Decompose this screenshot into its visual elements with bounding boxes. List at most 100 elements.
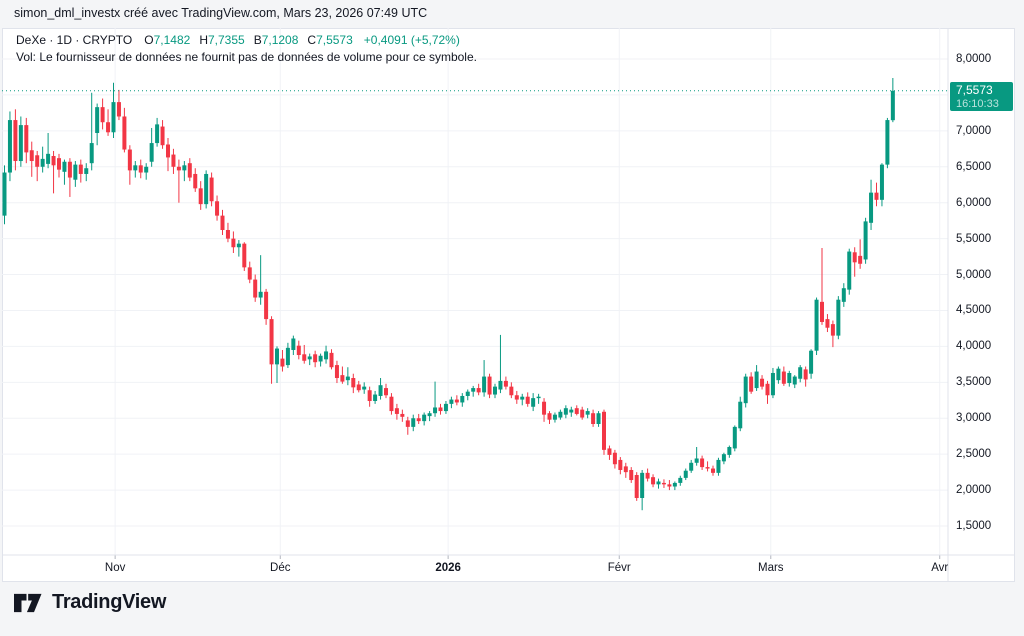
candle xyxy=(62,159,67,185)
candle xyxy=(144,163,149,180)
candle xyxy=(389,393,394,415)
candle xyxy=(193,168,198,192)
candle xyxy=(307,353,312,366)
time-axis-label: Déc xyxy=(270,562,291,574)
candle xyxy=(302,344,307,364)
candle xyxy=(275,346,279,384)
candle xyxy=(367,386,372,407)
candle xyxy=(324,345,329,364)
candle xyxy=(18,116,23,167)
candle xyxy=(84,163,89,182)
price-axis-label: 3,0000 xyxy=(956,412,992,425)
candle xyxy=(721,452,726,465)
candle xyxy=(166,138,170,172)
candle xyxy=(651,474,656,488)
snapshot-attribution: simon_dml_investx créé avec TradingView.… xyxy=(14,6,428,20)
candle xyxy=(879,163,884,207)
candle xyxy=(623,462,628,478)
candle xyxy=(874,182,879,207)
candle xyxy=(269,316,274,384)
candle xyxy=(334,360,339,384)
candle xyxy=(340,366,345,384)
last-price-value: 7,5573 xyxy=(956,83,993,97)
candle xyxy=(416,413,421,424)
candle xyxy=(542,398,547,422)
tradingview-logo-text[interactable]: TradingView xyxy=(52,591,167,613)
candle xyxy=(667,480,672,491)
candle xyxy=(313,350,318,368)
candle xyxy=(111,82,116,139)
candle xyxy=(498,334,503,394)
candle xyxy=(411,414,416,432)
candle xyxy=(405,416,410,435)
candle xyxy=(732,425,737,452)
candle xyxy=(634,472,639,501)
candle xyxy=(760,375,765,390)
candle xyxy=(100,98,105,130)
candle xyxy=(645,468,650,482)
candlestick-series xyxy=(2,78,895,511)
candle xyxy=(362,382,367,394)
price-axis-label: 6,5000 xyxy=(956,160,992,173)
candle xyxy=(215,195,220,221)
tradingview-logo-icon[interactable] xyxy=(14,592,44,614)
candle xyxy=(427,411,432,422)
candle xyxy=(716,457,721,476)
candle xyxy=(765,380,770,404)
candle xyxy=(291,335,296,356)
candle xyxy=(449,396,454,409)
footer: TradingView xyxy=(14,591,166,614)
candle xyxy=(465,389,470,401)
candle xyxy=(525,392,530,407)
candle xyxy=(563,405,568,419)
candle xyxy=(95,103,100,146)
candle xyxy=(471,385,476,397)
candle xyxy=(422,412,427,426)
candle xyxy=(596,411,601,427)
candle xyxy=(547,411,552,424)
symbol-title: DeXe · 1D · CRYPTO xyxy=(16,33,133,47)
candle xyxy=(247,261,252,284)
time-axis-label: Mars xyxy=(757,562,784,574)
candle xyxy=(602,409,606,455)
candle xyxy=(792,375,797,389)
candle xyxy=(204,170,209,209)
candle xyxy=(612,449,617,469)
candle xyxy=(694,446,699,466)
candle xyxy=(552,412,557,423)
candle xyxy=(825,314,830,333)
candle xyxy=(705,461,710,472)
candle xyxy=(476,383,481,396)
price-axis-label: 3,5000 xyxy=(956,376,992,389)
candle xyxy=(356,380,361,393)
candle xyxy=(847,248,852,295)
candle xyxy=(454,395,459,406)
candle xyxy=(35,150,40,182)
chart-legend: DeXe · 1D · CRYPTO O7,1482 H7,7355 B7,1208 C… xyxy=(16,33,460,47)
candle xyxy=(700,455,705,470)
candle xyxy=(198,181,203,210)
candle xyxy=(738,396,743,432)
candle xyxy=(531,393,536,412)
price-axis-label: 5,0000 xyxy=(956,268,992,281)
candle xyxy=(443,401,448,414)
candle xyxy=(460,393,465,407)
price-axis-label: 2,5000 xyxy=(956,448,992,461)
candle xyxy=(187,158,192,182)
candle xyxy=(852,247,857,277)
candle xyxy=(149,127,154,167)
candle xyxy=(13,109,18,171)
ohlc-open: O7,1482 xyxy=(144,33,191,47)
candle xyxy=(160,120,165,149)
candle xyxy=(683,468,688,481)
candle xyxy=(2,165,7,225)
candle xyxy=(754,365,759,391)
candle xyxy=(514,390,519,404)
candle xyxy=(89,92,94,171)
candle xyxy=(672,481,677,491)
candle xyxy=(242,242,247,271)
price-axis-label: 6,0000 xyxy=(956,196,992,209)
candle xyxy=(503,376,508,390)
last-price-badge: 7,5573 16:10:33 xyxy=(950,82,1013,111)
